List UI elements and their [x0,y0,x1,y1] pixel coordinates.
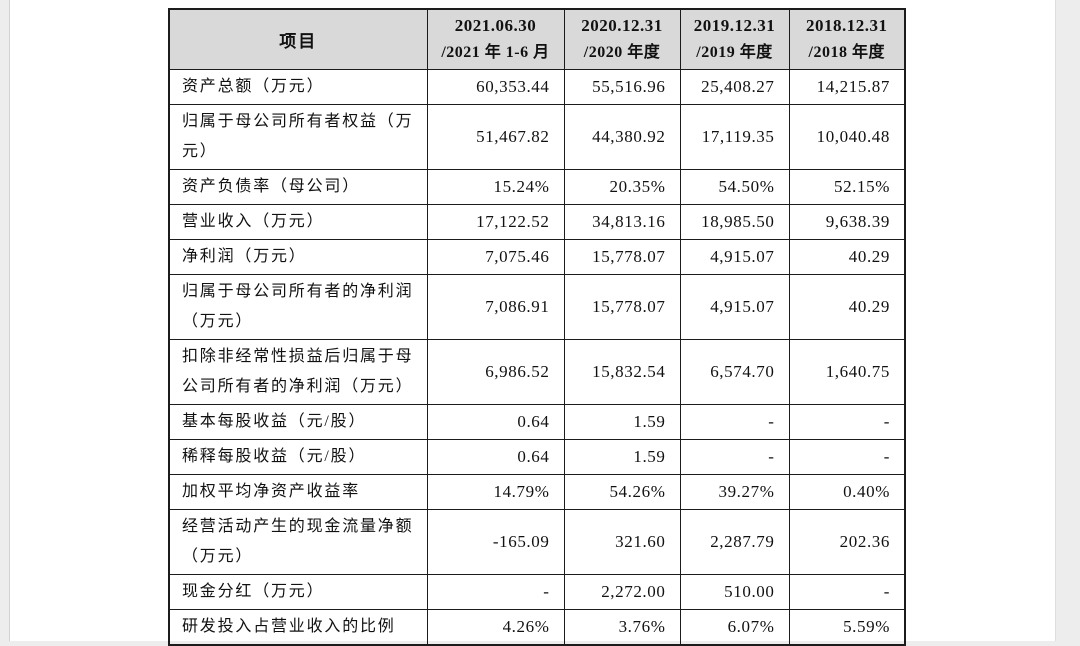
row-value: 0.40% [788,473,906,510]
row-value: 15,778.07 [563,238,681,275]
row-value: 14,215.87 [788,68,906,105]
period-date: 2018.12.31 [806,16,888,36]
table-row: 资产负债率（母公司） 15.24% 20.35% 54.50% 52.15% [168,168,906,205]
row-value: 39.27% [679,473,790,510]
row-value: 6,574.70 [679,338,790,405]
row-value: 51,467.82 [426,103,565,170]
row-value: - [788,438,906,475]
row-value: 7,086.91 [426,273,565,340]
row-value: 54.26% [563,473,681,510]
row-value: 60,353.44 [426,68,565,105]
table-row: 净利润（万元） 7,075.46 15,778.07 4,915.07 40.29 [168,238,906,275]
row-value: 321.60 [563,508,681,575]
column-header-period: 2021.06.30/2021 年 1-6 月 [426,8,565,70]
row-label: 资产总额（万元） [168,68,428,105]
row-value: 4.26% [426,608,565,645]
table-row: 营业收入（万元） 17,122.52 34,813.16 18,985.50 9,638… [168,203,906,240]
column-header-period: 2019.12.31/2019 年度 [679,8,790,70]
table-row: 归属于母公司所有者权益（万元） 51,467.82 44,380.92 17,119.… [168,103,906,170]
table-header-row: 项目 2021.06.30/2021 年 1-6 月 2020.12.31/202… [168,8,906,70]
row-value: 6.07% [679,608,790,645]
row-value: 6,986.52 [426,338,565,405]
row-value: 0.64 [426,403,565,440]
table-row: 稀释每股收益（元/股） 0.64 1.59- - [168,438,906,475]
row-value: 202.36 [788,508,906,575]
table-row: 经营活动产生的现金流量净额（万元） -165.09 321.60 2,287.79 20… [168,508,906,575]
row-value: 55,516.96 [563,68,681,105]
row-value: 15,832.54 [563,338,681,405]
table-row: 扣除非经常性损益后归属于母公司所有者的净利润（万元） 6,986.52 15,832… [168,338,906,405]
financial-summary-table: 项目 2021.06.30/2021 年 1-6 月 2020.12.31/202… [168,8,906,646]
row-value: 40.29 [788,273,906,340]
table-row: 基本每股收益（元/股） 0.64 1.59- - [168,403,906,440]
table-row: 归属于母公司所有者的净利润（万元） 7,086.91 15,778.07 4,915.… [168,273,906,340]
row-value: -165.09 [426,508,565,575]
row-value: 7,075.46 [426,238,565,275]
row-value: 0.64 [426,438,565,475]
table-row: 研发投入占营业收入的比例 4.26% 3.76% 6.07% 5.59% [168,608,906,645]
row-value: 4,915.07 [679,238,790,275]
row-label: 归属于母公司所有者权益（万元） [168,103,428,170]
table-row: 现金分红（万元） -2,272.00 510.00- [168,573,906,610]
row-value: 25,408.27 [679,68,790,105]
row-value: 4,915.07 [679,273,790,340]
row-value: 510.00 [679,573,790,610]
row-value: - [679,403,790,440]
row-value: - [788,573,906,610]
row-label: 稀释每股收益（元/股） [168,438,428,475]
row-value: 2,272.00 [563,573,681,610]
row-label: 加权平均净资产收益率 [168,473,428,510]
row-value: 18,985.50 [679,203,790,240]
row-value: 54.50% [679,168,790,205]
table-row: 加权平均净资产收益率 14.79% 54.26% 39.27% 0.40% [168,473,906,510]
row-value: 5.59% [788,608,906,645]
row-value: 1.59 [563,438,681,475]
row-value: 3.76% [563,608,681,645]
row-label: 基本每股收益（元/股） [168,403,428,440]
row-value: 15,778.07 [563,273,681,340]
table-row: 资产总额（万元） 60,353.44 55,516.96 25,408.27 14,21… [168,68,906,105]
period-label: /2019 年度 [696,44,773,62]
column-header-period: 2020.12.31/2020 年度 [563,8,681,70]
period-date: 2019.12.31 [693,16,776,36]
row-value: 2,287.79 [679,508,790,575]
row-label: 资产负债率（母公司） [168,168,428,205]
row-value: - [679,438,790,475]
row-label: 扣除非经常性损益后归属于母公司所有者的净利润（万元） [168,338,428,405]
column-header-item: 项目 [168,8,428,70]
period-label: /2021 年 1-6 月 [441,44,550,62]
row-label: 研发投入占营业收入的比例 [168,608,428,645]
period-label: /2020 年度 [583,44,661,62]
row-label: 现金分红（万元） [168,573,428,610]
row-value: 1,640.75 [788,338,906,405]
row-value: 10,040.48 [788,103,906,170]
row-value: 20.35% [563,168,681,205]
row-value: 14.79% [426,473,565,510]
row-value: 9,638.39 [788,203,906,240]
row-label: 经营活动产生的现金流量净额（万元） [168,508,428,575]
row-label: 营业收入（万元） [168,203,428,240]
row-value: 17,119.35 [679,103,790,170]
column-header-period: 2018.12.31/2018 年度 [788,8,906,70]
row-label: 净利润（万元） [168,238,428,275]
period-date: 2020.12.31 [581,16,663,36]
row-value: 44,380.92 [563,103,681,170]
row-value: - [426,573,565,610]
period-date: 2021.06.30 [454,16,537,36]
row-value: 15.24% [426,168,565,205]
row-value: - [788,403,906,440]
row-value: 40.29 [788,238,906,275]
row-value: 1.59 [563,403,681,440]
document-page: 项目 2021.06.30/2021 年 1-6 月 2020.12.31/202… [9,0,1056,646]
row-value: 34,813.16 [563,203,681,240]
row-value: 17,122.52 [426,203,565,240]
row-value: 52.15% [788,168,906,205]
period-label: /2018 年度 [808,44,885,62]
row-label: 归属于母公司所有者的净利润（万元） [168,273,428,340]
